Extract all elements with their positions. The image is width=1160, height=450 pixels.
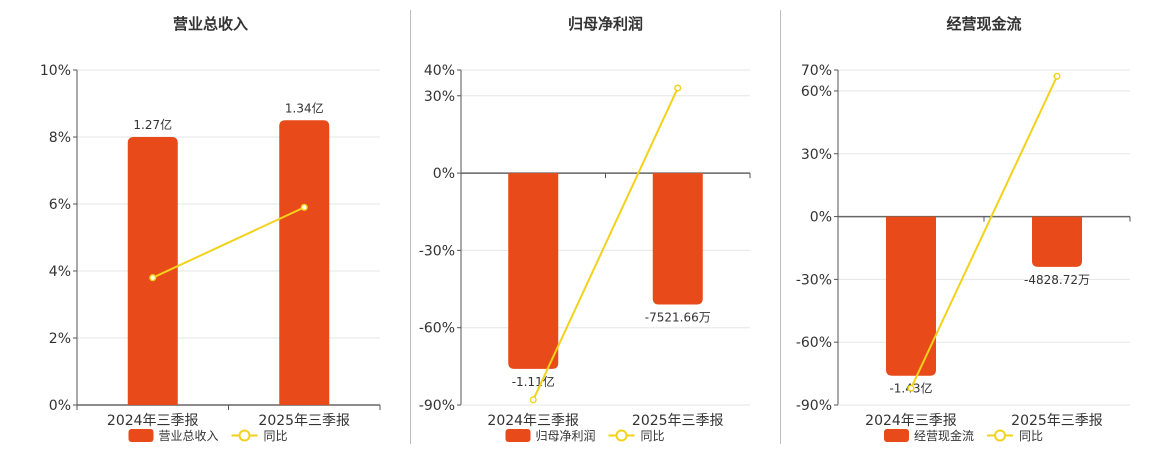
x-tick-label: 2025年三季报 — [258, 413, 350, 429]
x-tick-label: 2024年三季报 — [865, 413, 957, 429]
y-tick-label: 10% — [40, 63, 71, 79]
panel-divider — [780, 10, 781, 444]
bar[interactable] — [1032, 216, 1082, 267]
legend-line-label: 同比 — [1019, 429, 1043, 443]
chart-title: 归母净利润 — [568, 15, 643, 33]
panel-divider — [410, 10, 411, 444]
chart-panel: 营业总收入 0% 2% 4% 6% 8% 10% 2024年三季报 2025年三季报 1.27亿 1… — [40, 15, 381, 443]
y-tick-label: -90% — [796, 398, 832, 414]
yoy-point[interactable] — [674, 84, 682, 92]
y-tick-label: 70% — [801, 63, 832, 79]
yoy-point[interactable] — [149, 274, 157, 282]
y-tick-label: 30% — [801, 147, 832, 163]
x-tick-label: 2025年三季报 — [1011, 413, 1103, 429]
legend-line-label: 同比 — [641, 429, 665, 443]
x-tick-label: 2025年三季报 — [632, 413, 724, 429]
y-tick-label: 8% — [49, 130, 71, 146]
yoy-point[interactable] — [1053, 72, 1061, 80]
data-label: 1.34亿 — [285, 100, 324, 115]
chart-title: 经营现金流 — [946, 15, 1021, 33]
legend-line-marker — [615, 429, 628, 442]
y-tick-label: 60% — [801, 84, 832, 100]
y-tick-label: -60% — [419, 321, 455, 337]
y-tick-label: 0% — [810, 210, 832, 226]
legend-bar-label: 营业总收入 — [159, 429, 219, 443]
legend-bar-swatch — [128, 429, 154, 442]
yoy-point[interactable] — [529, 396, 537, 404]
y-tick-label: -60% — [796, 335, 832, 351]
bar[interactable] — [886, 216, 936, 376]
yoy-line — [910, 75, 1058, 389]
yoy-line — [532, 87, 679, 401]
bar[interactable] — [652, 173, 703, 305]
y-tick-label: 4% — [49, 264, 71, 280]
data-label: -1.11亿 — [512, 374, 555, 389]
legend-bar-swatch — [884, 429, 909, 442]
y-tick-label: 0% — [433, 166, 455, 182]
data-label: -7521.66万 — [645, 311, 711, 325]
bar[interactable] — [127, 137, 178, 405]
yoy-line — [152, 206, 305, 279]
y-tick-label: 0% — [49, 398, 71, 414]
x-tick-label: 2024年三季报 — [487, 413, 579, 429]
chart-title: 营业总收入 — [173, 15, 248, 33]
legend-bar-label: 归母净利润 — [536, 429, 596, 443]
y-tick-label: -30% — [796, 272, 832, 288]
y-tick-label: -30% — [419, 243, 455, 259]
data-label: -4828.72万 — [1024, 273, 1090, 287]
y-tick-label: 2% — [49, 331, 71, 347]
yoy-point[interactable] — [300, 203, 308, 211]
legend-line-label: 同比 — [264, 429, 288, 443]
legend: 营业总收入 同比 — [128, 429, 288, 443]
legend: 经营现金流 同比 — [884, 428, 1043, 443]
x-tick-label: 2024年三季报 — [107, 413, 199, 429]
chart-panel: 归母净利润 -90% -60% -30% 0% 30% 40% 2024年三季报 2025年三季… — [419, 15, 751, 443]
legend-line-marker — [994, 429, 1006, 442]
data-label: 1.27亿 — [133, 117, 172, 132]
bar[interactable] — [508, 173, 559, 369]
legend-bar-label: 经营现金流 — [914, 428, 974, 443]
chart-panel: 经营现金流 -90% -60% -30% 0% 30% 60% 70% 2024年三季报 2025… — [796, 15, 1131, 443]
y-tick-label: 40% — [424, 63, 455, 79]
yoy-point[interactable] — [907, 384, 915, 392]
legend-bar-swatch — [505, 429, 531, 442]
bar[interactable] — [279, 120, 330, 405]
y-tick-label: 30% — [424, 89, 455, 105]
legend: 归母净利润 同比 — [505, 429, 665, 443]
y-tick-label: -90% — [419, 398, 455, 414]
legend-line-marker — [238, 429, 251, 442]
y-tick-label: 6% — [49, 197, 71, 213]
